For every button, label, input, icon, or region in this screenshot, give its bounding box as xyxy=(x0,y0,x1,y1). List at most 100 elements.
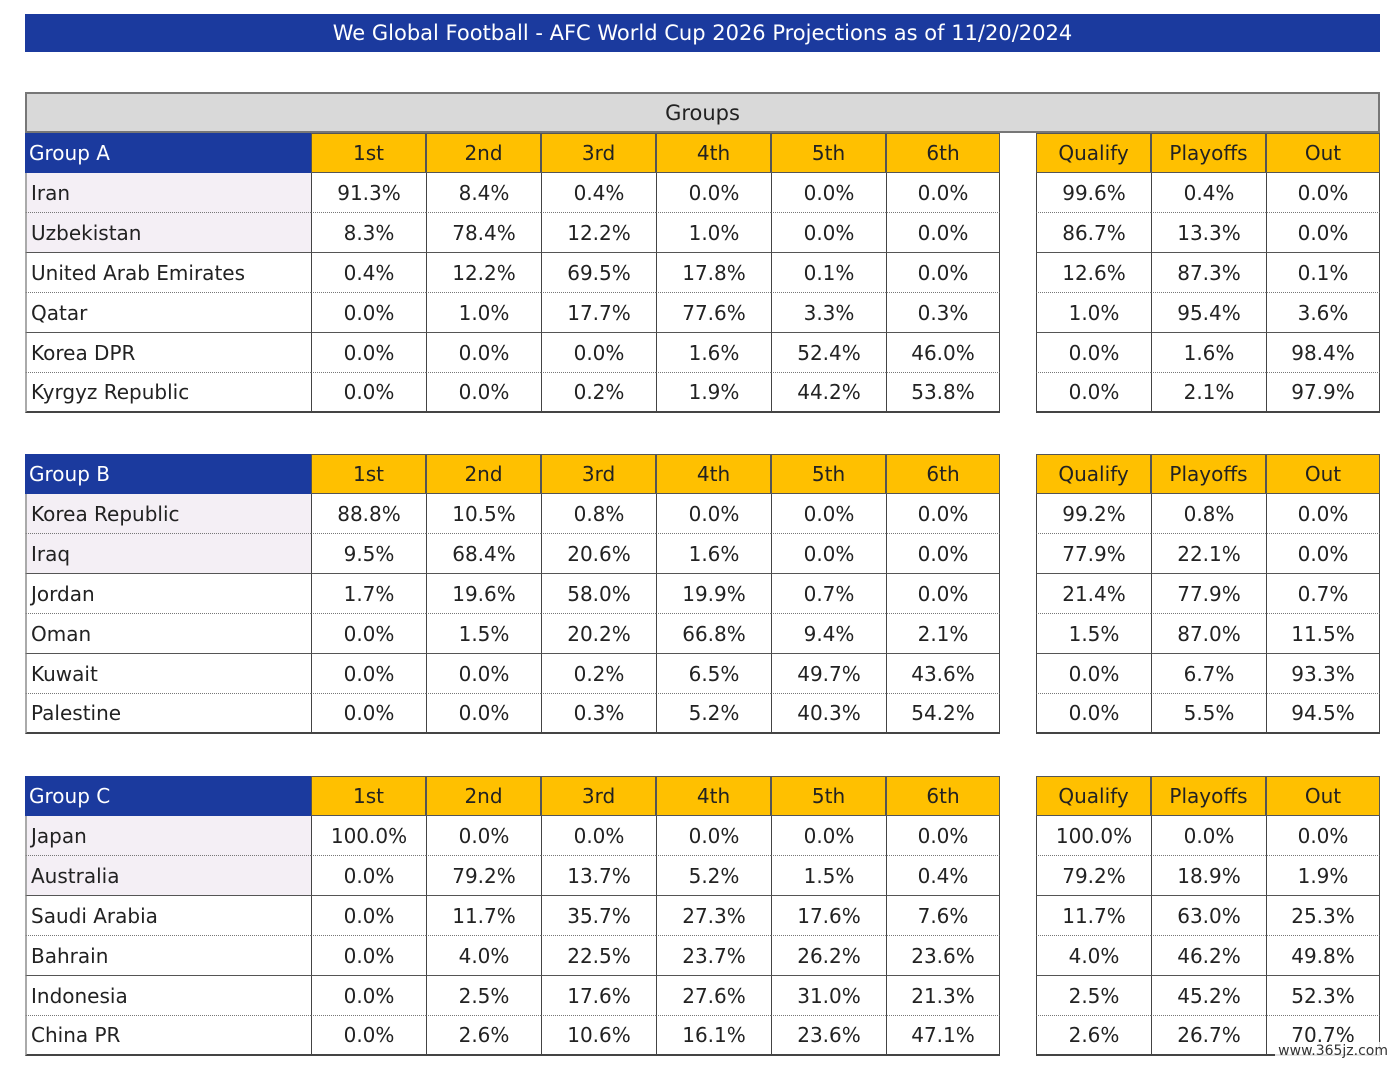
cell: 0.0% xyxy=(656,816,771,856)
watermark: www.365jz.com xyxy=(1275,1042,1391,1060)
cell: 77.9% xyxy=(1036,534,1151,574)
cell: 0.0% xyxy=(311,293,426,333)
team-name: China PR xyxy=(25,1016,311,1056)
team-name: Kyrgyz Republic xyxy=(25,373,311,413)
cell: 9.5% xyxy=(311,534,426,574)
cell: 0.0% xyxy=(426,816,541,856)
cell: 63.0% xyxy=(1151,896,1266,936)
cell: 2.6% xyxy=(1036,1016,1151,1056)
cell: 0.2% xyxy=(541,373,656,413)
cell: 0.4% xyxy=(1151,173,1266,213)
column-header: 2nd xyxy=(426,133,541,173)
cell: 0.0% xyxy=(1266,534,1380,574)
cell: 99.6% xyxy=(1036,173,1151,213)
cell: 97.9% xyxy=(1266,373,1380,413)
column-header: Playoffs xyxy=(1151,776,1266,816)
cell: 20.6% xyxy=(541,534,656,574)
cell: 0.4% xyxy=(886,856,1000,896)
column-header: 4th xyxy=(656,454,771,494)
cell: 45.2% xyxy=(1151,976,1266,1016)
cell: 69.5% xyxy=(541,253,656,293)
cell: 26.7% xyxy=(1151,1016,1266,1056)
team-name: Kuwait xyxy=(25,654,311,694)
cell: 58.0% xyxy=(541,574,656,614)
team-name: Iran xyxy=(25,173,311,213)
cell: 27.3% xyxy=(656,896,771,936)
cell: 22.1% xyxy=(1151,534,1266,574)
cell: 0.0% xyxy=(656,173,771,213)
cell: 2.1% xyxy=(886,614,1000,654)
cell: 0.2% xyxy=(541,654,656,694)
group-name: Group C xyxy=(25,776,311,816)
cell: 23.6% xyxy=(771,1016,886,1056)
column-header: Out xyxy=(1266,133,1380,173)
cell: 1.5% xyxy=(1036,614,1151,654)
column-header: 5th xyxy=(771,776,886,816)
cell: 0.0% xyxy=(426,654,541,694)
cell: 0.0% xyxy=(886,213,1000,253)
column-header: 4th xyxy=(656,133,771,173)
team-name: Korea DPR xyxy=(25,333,311,373)
cell: 11.7% xyxy=(426,896,541,936)
cell: 0.0% xyxy=(771,534,886,574)
cell: 91.3% xyxy=(311,173,426,213)
cell: 27.6% xyxy=(656,976,771,1016)
cell: 0.0% xyxy=(311,976,426,1016)
cell: 0.0% xyxy=(311,654,426,694)
cell: 1.9% xyxy=(656,373,771,413)
cell: 40.3% xyxy=(771,694,886,734)
cell: 18.9% xyxy=(1151,856,1266,896)
cell: 13.3% xyxy=(1151,213,1266,253)
cell: 1.0% xyxy=(426,293,541,333)
cell: 0.0% xyxy=(426,694,541,734)
cell: 2.5% xyxy=(426,976,541,1016)
cell: 0.0% xyxy=(311,333,426,373)
cell: 49.8% xyxy=(1266,936,1380,976)
column-header: Qualify xyxy=(1036,133,1151,173)
column-header: Playoffs xyxy=(1151,454,1266,494)
cell: 1.0% xyxy=(1036,293,1151,333)
cell: 86.7% xyxy=(1036,213,1151,253)
cell: 0.0% xyxy=(656,494,771,534)
cell: 77.9% xyxy=(1151,574,1266,614)
team-name: United Arab Emirates xyxy=(25,253,311,293)
column-header: 3rd xyxy=(541,133,656,173)
team-name: Oman xyxy=(25,614,311,654)
cell: 10.5% xyxy=(426,494,541,534)
cell: 94.5% xyxy=(1266,694,1380,734)
cell: 5.2% xyxy=(656,694,771,734)
cell: 1.5% xyxy=(771,856,886,896)
cell: 0.3% xyxy=(886,293,1000,333)
cell: 0.4% xyxy=(541,173,656,213)
cell: 10.6% xyxy=(541,1016,656,1056)
cell: 3.3% xyxy=(771,293,886,333)
cell: 0.0% xyxy=(1036,373,1151,413)
cell: 0.0% xyxy=(886,494,1000,534)
cell: 0.0% xyxy=(1266,816,1380,856)
cell: 23.6% xyxy=(886,936,1000,976)
cell: 8.3% xyxy=(311,213,426,253)
team-name: Saudi Arabia xyxy=(25,896,311,936)
cell: 19.6% xyxy=(426,574,541,614)
cell: 8.4% xyxy=(426,173,541,213)
cell: 66.8% xyxy=(656,614,771,654)
cell: 22.5% xyxy=(541,936,656,976)
team-name: Iraq xyxy=(25,534,311,574)
cell: 0.0% xyxy=(311,936,426,976)
cell: 0.4% xyxy=(311,253,426,293)
cell: 17.6% xyxy=(771,896,886,936)
column-header: 5th xyxy=(771,454,886,494)
cell: 100.0% xyxy=(311,816,426,856)
team-name: Australia xyxy=(25,856,311,896)
cell: 21.4% xyxy=(1036,574,1151,614)
cell: 0.0% xyxy=(771,816,886,856)
column-header: Out xyxy=(1266,454,1380,494)
column-header: 6th xyxy=(886,454,1000,494)
cell: 5.5% xyxy=(1151,694,1266,734)
cell: 0.8% xyxy=(1151,494,1266,534)
cell: 1.6% xyxy=(656,333,771,373)
cell: 23.7% xyxy=(656,936,771,976)
cell: 1.0% xyxy=(656,213,771,253)
column-header: 6th xyxy=(886,133,1000,173)
